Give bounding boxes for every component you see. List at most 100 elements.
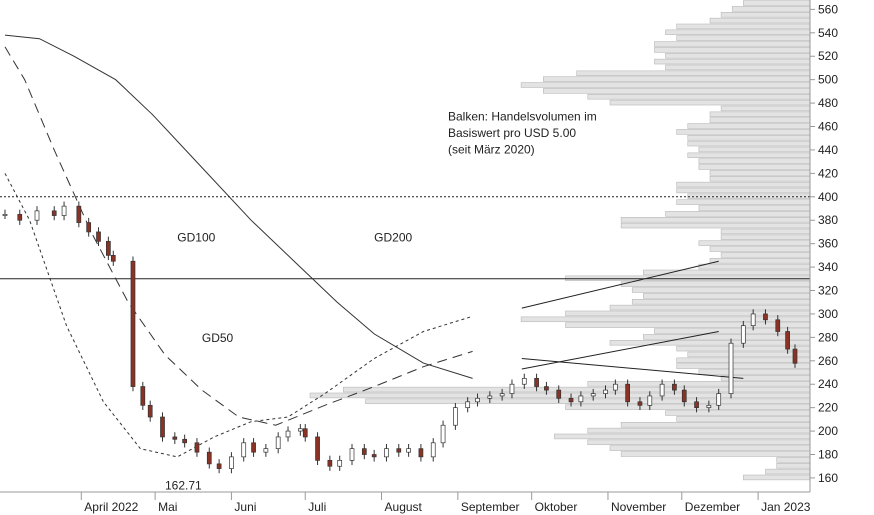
volume-bar: [587, 94, 811, 100]
volume-bar: [720, 252, 811, 258]
candle-down: [216, 463, 222, 469]
x-axis: April 2022 Mai Juni Juli August September Okto…: [0, 491, 811, 514]
candle-up: [706, 404, 712, 409]
volume-bar: [743, 474, 811, 481]
y-tick-label: 200: [818, 424, 838, 438]
candle-down: [556, 389, 562, 399]
volume-bar: [665, 64, 811, 71]
volume-bar: [665, 52, 811, 59]
candle-up: [297, 428, 303, 432]
y-tick-label: 300: [818, 307, 838, 321]
volume-bar: [665, 211, 811, 217]
candle-down: [130, 260, 136, 387]
candle-down: [140, 386, 146, 406]
candle-up: [603, 389, 608, 394]
candle-down: [396, 448, 402, 453]
y-tick-label: 420: [818, 166, 838, 180]
y-tick-label: 560: [818, 2, 838, 16]
candle-up: [229, 456, 234, 469]
candle-up: [384, 448, 389, 458]
candle-up: [263, 448, 269, 453]
chart-annotation: GD200: [374, 230, 412, 244]
x-tick-label: Dezember: [685, 500, 740, 514]
candle-up: [440, 424, 446, 444]
volume-bar: [576, 70, 811, 77]
candle-down: [147, 404, 153, 418]
x-tick-label: Juni: [234, 500, 256, 514]
volume-bar: [676, 23, 811, 30]
volume-bar: [720, 12, 811, 18]
candle-up: [728, 342, 734, 394]
candle-up: [2, 214, 8, 216]
volume-bar: [743, 0, 811, 6]
x-tick-label: Mai: [158, 500, 177, 514]
volume-bar: [676, 35, 811, 41]
candle-down: [625, 383, 630, 403]
ma-line-gd50: [4, 173, 473, 458]
volume-bar: [765, 468, 811, 475]
candle-down: [568, 397, 574, 403]
candle-down: [206, 451, 212, 465]
candle-down: [51, 210, 57, 216]
volume-bar: [543, 76, 811, 82]
candle-up: [34, 210, 40, 221]
volume-bar: [698, 263, 811, 270]
candle-up: [647, 395, 653, 406]
volume-bar: [709, 257, 811, 264]
candle-down: [694, 401, 699, 409]
y-tick-label: 180: [818, 448, 838, 462]
volume-bar: [720, 228, 811, 235]
y-tick-label: 480: [818, 96, 838, 110]
volume-bar: [654, 47, 811, 53]
volume-bar: [631, 298, 811, 305]
candle-up: [499, 393, 505, 397]
y-tick-label: 460: [818, 120, 838, 134]
volume-bar: [698, 369, 811, 375]
chart-annotation: (seit März 2020): [448, 142, 535, 156]
volume-bar: [365, 398, 811, 405]
y-tick-label: 320: [818, 284, 838, 298]
volume-bar: [676, 129, 811, 135]
volume-bar: [698, 240, 811, 246]
volume-bar: [609, 304, 811, 311]
volume-bar: [587, 439, 811, 446]
trend-line: [521, 357, 744, 379]
candle-down: [637, 401, 643, 406]
x-tick-label: September: [461, 500, 520, 514]
chart-annotation: Basiswert pro USD 5.00: [448, 126, 576, 140]
x-tick-label: Juli: [308, 500, 326, 514]
volume-bar: [565, 404, 811, 410]
candle-up: [509, 383, 515, 394]
x-tick-label: Oktober: [535, 500, 578, 514]
moving-average-lines: [4, 34, 473, 458]
volume-bar: [654, 58, 811, 65]
volume-bar: [665, 410, 811, 416]
volume-bar: [709, 176, 811, 182]
volume-bar: [676, 357, 811, 364]
candle-up: [349, 448, 355, 461]
chart-annotation: Balken: Handelsvolumen im: [448, 110, 597, 124]
channel-upper-line: [521, 260, 719, 309]
y-tick-label: 220: [818, 401, 838, 415]
candle-down: [681, 389, 687, 403]
x-tick-label: Jan 2023: [761, 500, 811, 514]
volume-bar: [698, 146, 811, 153]
volume-bar: [620, 451, 811, 457]
volume-bar: [609, 99, 811, 106]
candle-up: [716, 393, 722, 406]
annotations: GD200 GD100 GD50 162.71 Balken: Handelsvolum…: [165, 110, 597, 493]
volume-bar: [665, 29, 811, 36]
volume-bar: [620, 217, 811, 223]
candle-up: [61, 205, 67, 216]
volume-bar: [720, 234, 811, 241]
volume-bar: [698, 164, 811, 170]
candle-down: [534, 378, 539, 387]
volume-bar: [587, 380, 811, 387]
candle-down: [544, 386, 549, 391]
y-tick-label: 380: [818, 213, 838, 227]
x-tick-label: November: [611, 500, 666, 514]
volume-bar: [543, 88, 811, 94]
volume-bar: [520, 82, 811, 88]
candle-down: [763, 313, 768, 321]
volume-bar: [565, 322, 811, 328]
